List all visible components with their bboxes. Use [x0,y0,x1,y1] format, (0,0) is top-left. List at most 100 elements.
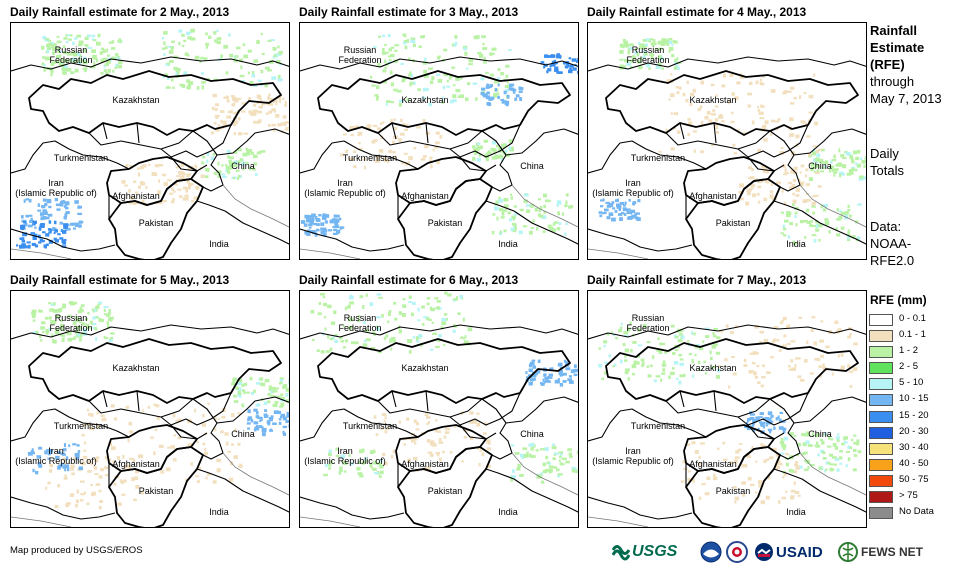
country-label-russia: Russian Federation [49,313,93,333]
fewsnet-logo-text: FEWS NET [861,545,923,559]
legend-swatch [869,314,893,326]
panel-title: Daily Rainfall estimate for 6 May., 2013 [299,273,519,287]
rainfall-map: Russian Federation Kazakhstan Turkmenistan… [299,290,579,528]
country-label-india: India [786,239,806,249]
country-border [769,396,866,460]
legend-label: 15 - 20 [899,409,929,421]
through-label: through [870,74,915,89]
country-border [300,142,405,252]
country-label-pakistan: Pakistan [715,486,751,496]
legend-label: 10 - 15 [899,393,929,405]
through-date: May 7, 2013 [870,91,942,106]
country-border [619,408,717,438]
rfe-title: Rainfall Estimate (RFE) through May 7, 2… [870,22,942,107]
data-source-line2: RFE2.0 [870,253,915,268]
country-border [619,140,717,170]
legend-swatch [869,378,893,391]
legend-label: 30 - 40 [899,441,929,453]
country-border [769,128,866,192]
rainfall-cells [598,316,862,505]
country-label-china: China [808,161,832,171]
country-label-iran: Iran (Islamic Republic of) [304,178,386,198]
country-border [300,56,578,72]
panel-title: Daily Rainfall estimate for 4 May., 2013 [587,5,807,19]
country-border [397,446,493,527]
legend-label: No Data [899,506,934,518]
country-border [397,178,493,259]
legend-swatch [869,410,893,423]
legend-label: 0.1 - 1 [899,329,926,341]
country-label-china: China [520,161,544,171]
country-border [300,410,405,520]
country-label-iran: Iran (Islamic Republic of) [15,178,97,198]
rainfall-map: Russian Federation Kazakhstan Turkmenistan… [10,290,290,528]
country-border [106,182,110,219]
country-border [683,182,687,219]
country-border [773,200,866,245]
data-source-line1: NOAA- [870,236,912,251]
nws-emblem-icon [726,541,748,563]
country-border [42,140,140,170]
country-border [481,396,578,460]
country-label-turkmenistan: Turkmenistan [53,153,109,163]
legend-swatch [869,346,893,359]
noaa-emblem-icon [700,541,722,563]
nws-logo [726,539,748,565]
country-label-india: India [209,239,229,249]
country-border [361,390,521,440]
rainfall-map-graphic [300,291,578,527]
country-border [588,142,693,252]
rainfall-map: Russian Federation Kazakhstan Turkmenistan… [587,290,867,528]
legend-swatch [869,474,893,487]
legend-label: 0 - 0.1 [899,313,926,324]
rainfall-map-graphic [11,28,289,259]
usaid-logo: USAID [754,539,834,565]
country-border [588,324,866,340]
data-label: Data: [870,219,902,234]
secondary-border [11,184,289,259]
country-border [72,122,232,172]
country-label-iran: Iran (Islamic Republic of) [304,446,386,466]
country-label-turkmenistan: Turkmenistan [630,421,686,431]
country-label-china: China [231,429,255,439]
legend-label: 2 - 5 [899,361,919,373]
legend-swatch [869,458,893,471]
country-label-iran: Iran (Islamic Republic of) [592,446,674,466]
country-label-china: China [231,161,255,171]
legend-label: 40 - 50 [899,457,929,469]
country-label-kazakhstan: Kazakhstan [689,95,737,105]
panel-title: Daily Rainfall estimate for 2 May., 2013 [10,5,230,19]
legend-swatch [869,330,893,343]
country-label-russia: Russian Federation [338,313,382,333]
country-border [42,408,140,438]
legend-label: 20 - 30 [899,425,929,437]
country-border [108,178,204,259]
rainfall-map: Russian Federation Kazakhstan Turkmenistan… [299,22,579,260]
credit-text: Map produced by USGS/EROS [10,545,143,556]
legend-swatch [869,426,893,439]
country-label-india: India [209,507,229,517]
secondary-border [588,452,866,527]
rfe-title-line1: Rainfall [870,23,917,38]
country-label-russia: Russian Federation [626,45,670,65]
rfe-title-line2: Estimate [870,40,925,55]
country-label-russia: Russian Federation [49,45,93,65]
legend-swatch [869,362,893,375]
country-label-afghanistan: Afghanistan [112,459,160,469]
country-border [192,396,289,460]
country-border [361,122,521,172]
country-border [108,446,204,527]
country-border [300,324,578,340]
country-border [395,450,399,487]
secondary-border [588,184,866,259]
country-border [72,390,232,440]
secondary-border [11,452,289,527]
country-label-pakistan: Pakistan [715,218,751,228]
country-border [683,450,687,487]
country-border [685,178,781,259]
country-label-iran: Iran (Islamic Republic of) [15,446,97,466]
country-border [481,128,578,192]
rainfall-map: Russian Federation Kazakhstan Turkmenistan… [10,22,290,260]
rainfall-map-graphic [300,33,578,259]
country-border [196,468,289,513]
